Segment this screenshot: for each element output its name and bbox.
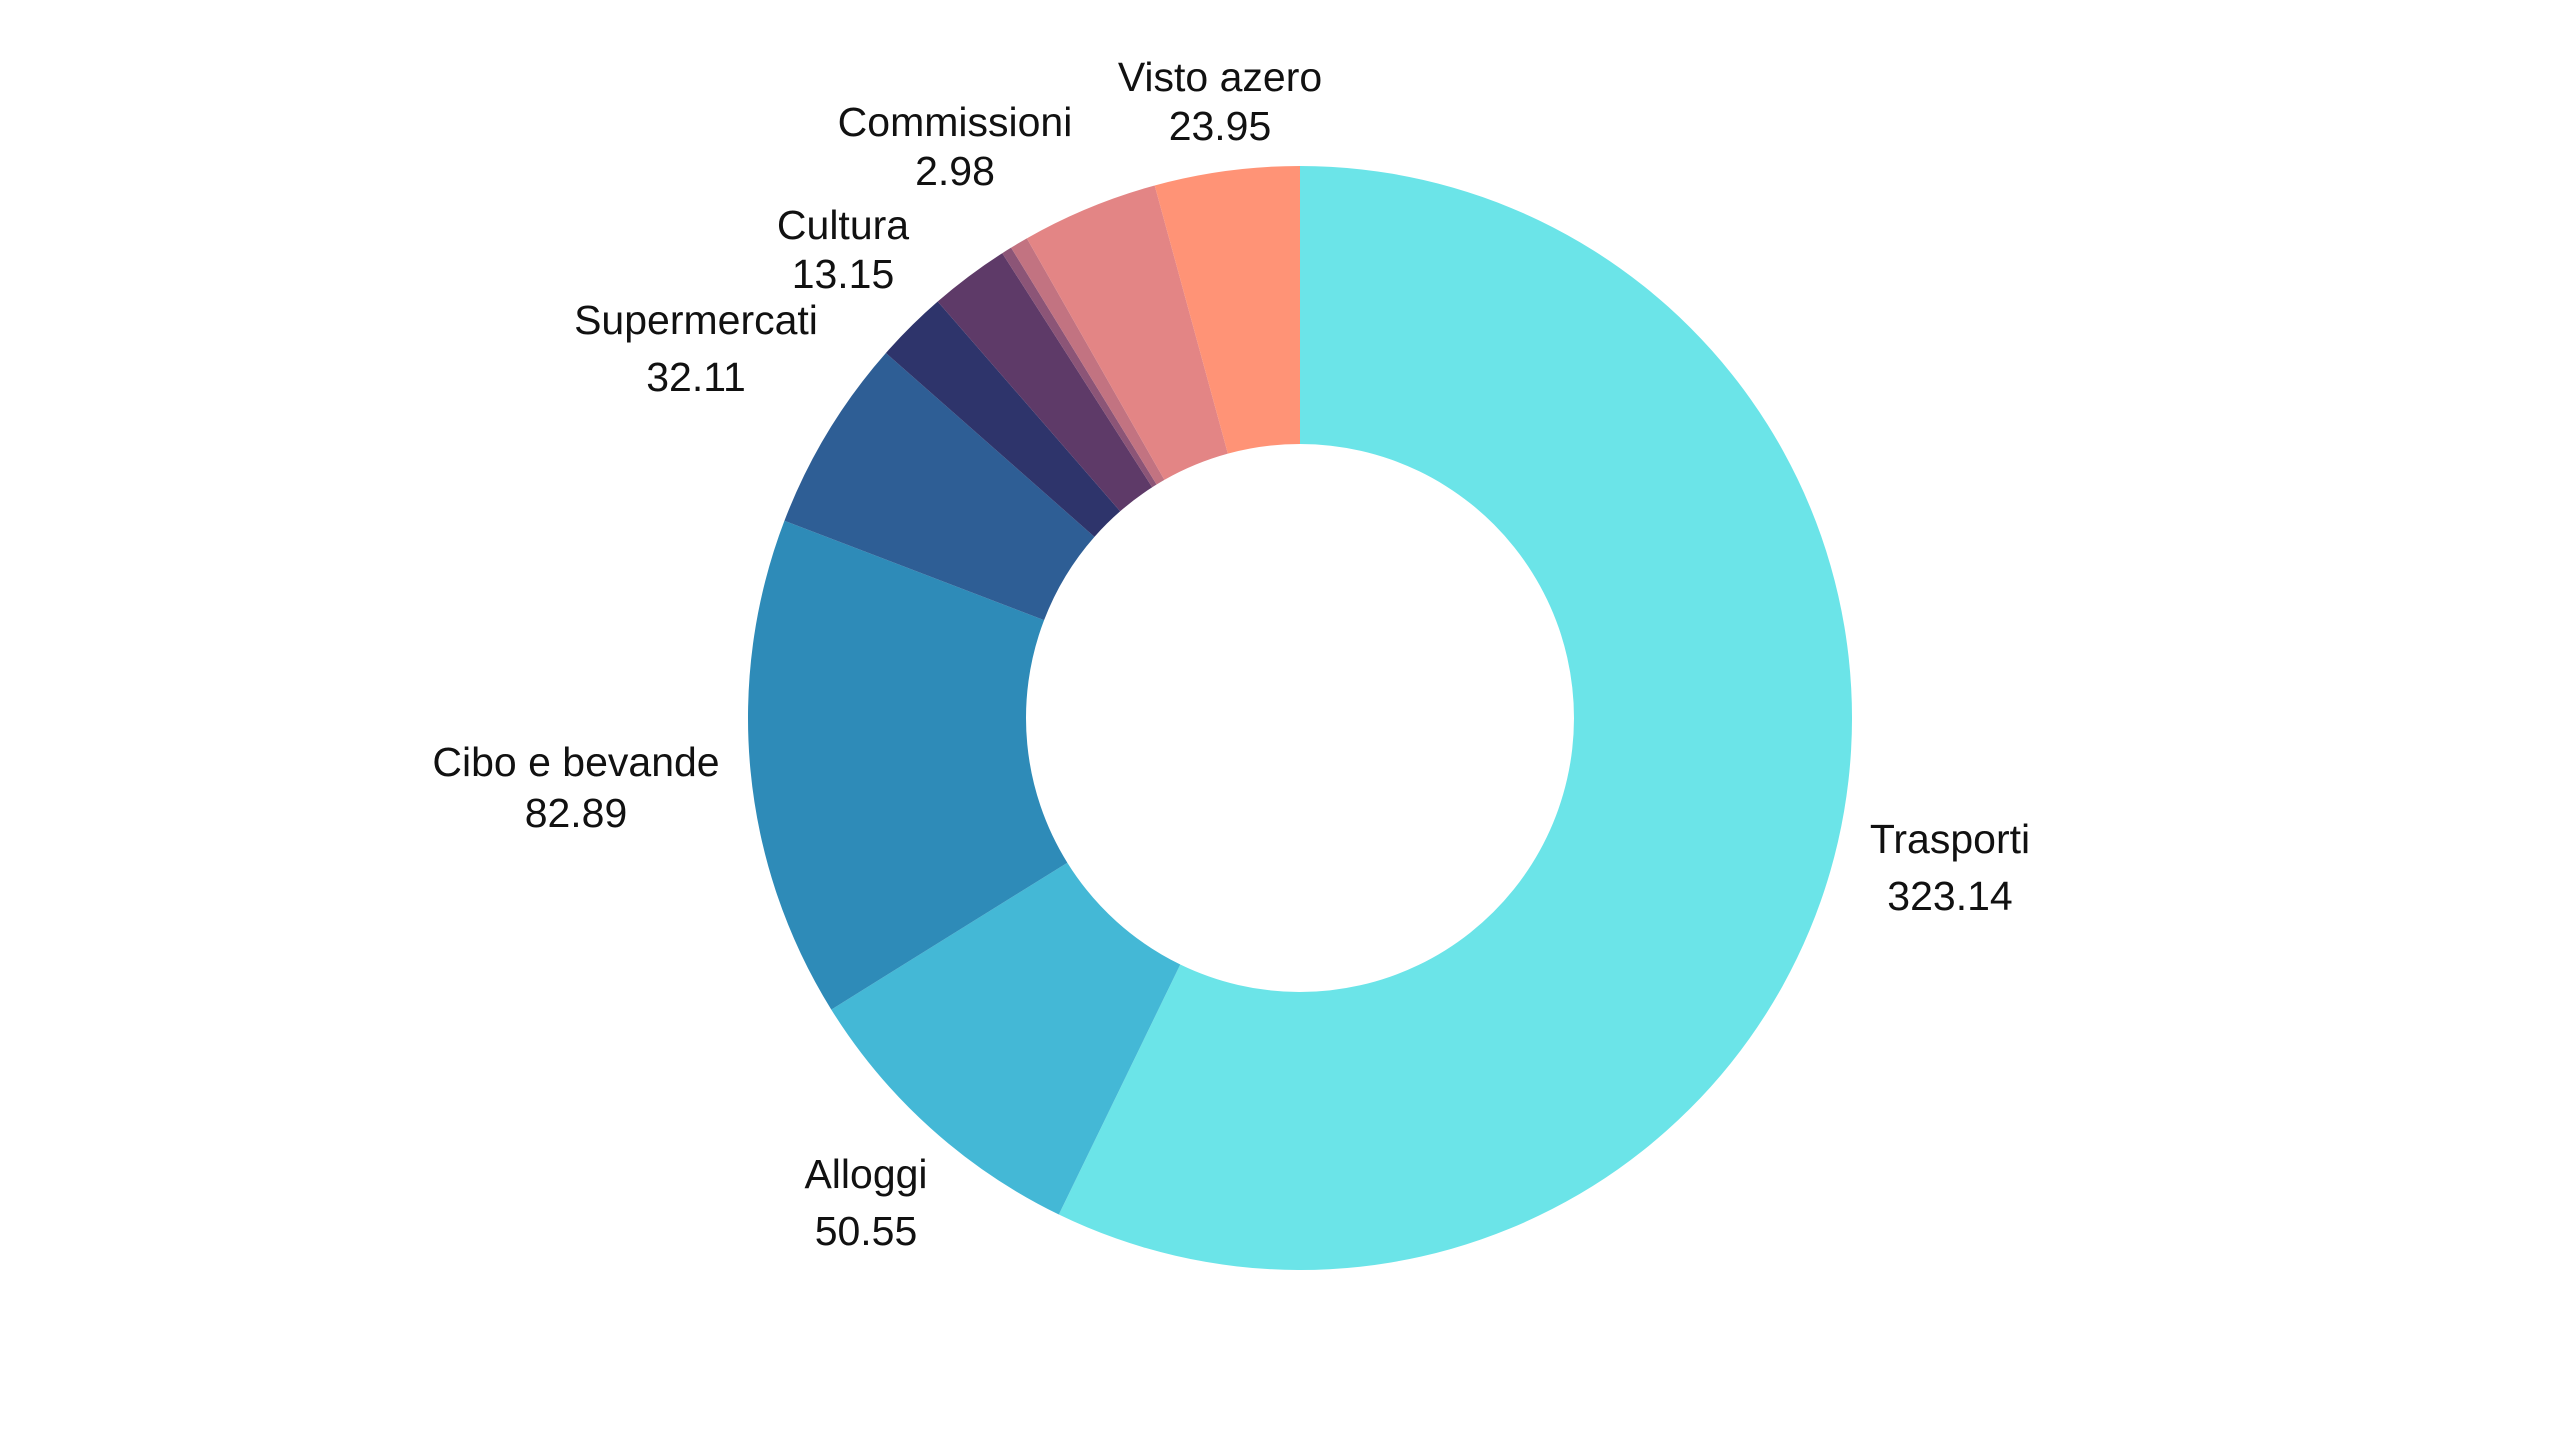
slice-label-cultura: Cultura — [777, 202, 909, 248]
slice-alloggi — [831, 862, 1181, 1215]
slice-trasporti — [1058, 166, 1853, 1270]
slice-value-cibo-e-bevande: 82.89 — [525, 790, 628, 836]
slice-cultura — [937, 253, 1153, 512]
slice-value-cultura: 13.15 — [792, 251, 895, 297]
slice-supermercati — [784, 353, 1095, 621]
slice-value-alloggi: 50.55 — [815, 1208, 918, 1254]
slice-label-alloggi: Alloggi — [804, 1151, 927, 1197]
slice-cibo-e-bevande — [747, 520, 1068, 1010]
slice-label-supermercati: Supermercati — [574, 297, 818, 343]
slice-label-visto-azero: Visto azero — [1118, 54, 1322, 100]
slice-commissioni — [1011, 238, 1165, 485]
slice-label-trasporti: Trasporti — [1870, 816, 2030, 862]
slice-value-trasporti: 323.14 — [1887, 873, 2012, 919]
slice-value-supermercati: 32.11 — [646, 354, 746, 400]
slice-unlabeled-6 — [1002, 247, 1157, 488]
slices-layer — [747, 166, 1853, 1270]
slice-visto-azero — [1154, 166, 1300, 454]
slice-label-cibo-e-bevande: Cibo e bevande — [432, 739, 719, 785]
slice-unlabeled-4 — [885, 301, 1121, 537]
slice-label-commissioni: Commissioni — [838, 99, 1073, 145]
labels-layer: Trasporti 323.14 Alloggi 50.55 Cibo e bevand… — [432, 54, 2030, 1254]
slice-value-visto-azero: 23.95 — [1169, 103, 1272, 149]
slice-unlabeled-8 — [1026, 185, 1228, 480]
slice-value-commissioni: 2.98 — [915, 148, 995, 194]
